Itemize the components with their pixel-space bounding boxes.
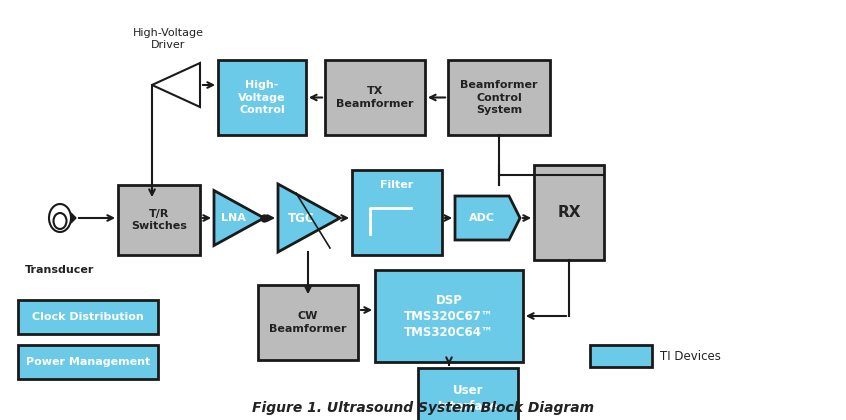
FancyBboxPatch shape [18,345,158,379]
Polygon shape [214,191,264,246]
Text: RX: RX [558,205,580,220]
Text: User
Interface: User Interface [437,383,498,412]
FancyBboxPatch shape [118,185,200,255]
Polygon shape [152,63,200,107]
FancyBboxPatch shape [448,60,550,135]
Text: High-Voltage
Driver: High-Voltage Driver [133,28,204,50]
FancyBboxPatch shape [375,270,523,362]
FancyBboxPatch shape [534,165,604,260]
Text: Clock Distribution: Clock Distribution [32,312,144,322]
FancyBboxPatch shape [18,300,158,334]
FancyBboxPatch shape [418,368,518,420]
FancyBboxPatch shape [325,60,425,135]
Text: Transducer: Transducer [25,265,95,275]
Text: Beamformer
Control
System: Beamformer Control System [460,80,538,115]
FancyBboxPatch shape [352,170,442,255]
Text: TI Devices: TI Devices [660,349,721,362]
Text: ADC: ADC [469,213,495,223]
FancyBboxPatch shape [258,285,358,360]
Text: DSP
TMS320C67™
TMS320C64™: DSP TMS320C67™ TMS320C64™ [404,294,494,339]
Text: High-
Voltage
Control: High- Voltage Control [239,80,286,115]
FancyBboxPatch shape [218,60,306,135]
Text: LNA: LNA [221,213,245,223]
Text: TGC: TGC [288,212,315,225]
Polygon shape [455,196,520,240]
Polygon shape [278,184,340,252]
Text: CW
Beamformer: CW Beamformer [269,311,347,334]
Text: TX
Beamformer: TX Beamformer [336,86,414,109]
FancyBboxPatch shape [590,345,652,367]
Polygon shape [71,213,76,223]
Text: Filter: Filter [381,180,414,190]
Text: Figure 1. Ultrasound System Block Diagram: Figure 1. Ultrasound System Block Diagra… [252,401,594,415]
Text: Power Management: Power Management [26,357,150,367]
Text: T/R
Switches: T/R Switches [131,209,187,231]
